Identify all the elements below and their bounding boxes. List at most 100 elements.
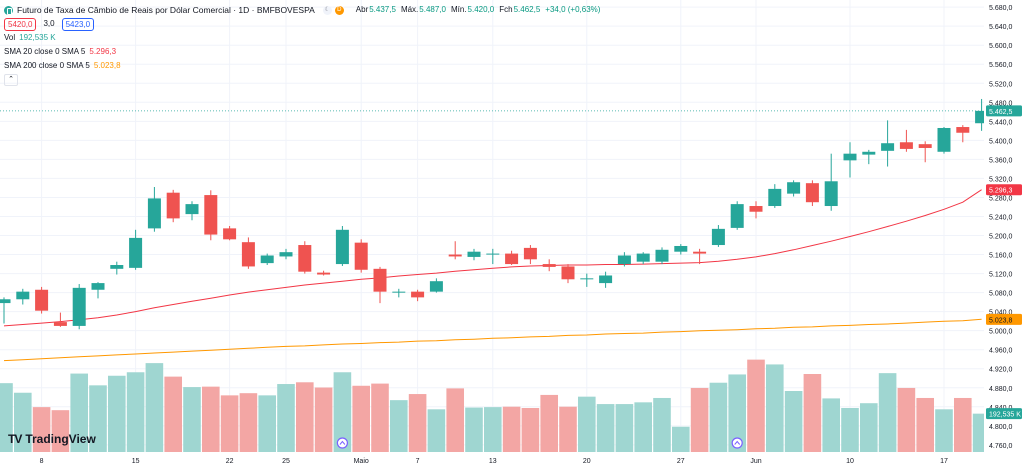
sma200-legend[interactable]: SMA 200 close 0 SMA 5 5.023,8 [4,59,605,73]
volume-bar [32,407,51,452]
candle-body [298,245,312,272]
sma200-value: 5.023,8 [93,61,121,70]
sma200-line [3,318,982,362]
price-tick-label: 5.640,0 [989,24,1012,31]
sma20-value: 5.296,3 [89,47,117,56]
price-tick-label: 5.200,0 [989,234,1012,241]
candle-body [354,242,368,270]
tradingview-mark-icon: TV [8,432,22,446]
sma20-line [3,189,982,327]
candle-body [711,228,725,246]
volume-bar [145,363,164,452]
candle-body [918,144,932,148]
sma200-badge: 5.023,8 [989,317,1012,324]
volume-bar [559,406,577,452]
high-value: 5.487,0 [419,5,446,14]
sma20-label: SMA 20 close 0 SMA 5 [4,47,86,56]
time-tick-label: Maio [354,458,369,465]
price-tick-label: 5.680,0 [989,5,1012,12]
chevron-up-icon[interactable]: ⌃ [4,74,18,86]
price-axis-bg [984,0,1024,469]
time-tick-label: 10 [846,458,854,465]
price-tick-label: 4.880,0 [989,386,1012,393]
tradingview-logo-text: TradingView [25,432,96,446]
volume-bar [728,374,746,452]
last-price-badge-bg [986,105,1022,117]
price-tick-label: 5.280,0 [989,195,1012,202]
volume-bar [766,364,784,452]
candle-body [674,245,688,252]
candle-body [655,249,669,262]
volume-bar [164,376,182,452]
candle-body [599,275,613,284]
event-marker-icon [336,437,348,449]
volume-bar [596,404,615,452]
price-tick-label: 4.960,0 [989,348,1012,355]
volume-bar [672,426,690,452]
time-tick-label: 8 [40,458,44,465]
price-tick-label: 5.320,0 [989,176,1012,183]
moon-icon[interactable]: ☾ [322,5,332,15]
candle-body [166,192,180,219]
candle-body [373,268,387,292]
volume-bar [935,409,953,452]
sma20-legend[interactable]: SMA 20 close 0 SMA 5 5.296,3 [4,45,605,59]
symbol-title[interactable]: Futuro de Taxa de Câmbio de Reais por Dó… [17,5,315,15]
volume-bar [70,373,88,452]
buy-button[interactable]: 5423,0 [61,17,95,31]
volume-bar [878,373,897,452]
price-tick-label: 5.600,0 [989,43,1012,50]
volume-bar [578,396,596,452]
candle-body [843,153,857,161]
volume-bar [860,403,878,452]
volume-bar [653,397,671,452]
candle-body [561,266,575,280]
event-marker-arrow [339,440,346,445]
volume-legend[interactable]: Vol 192,535 K [4,31,605,45]
sell-button[interactable]: 5420,0 [4,17,37,31]
candle-body [110,265,124,269]
volume-bar [615,404,634,452]
open-label: Abr [355,5,369,14]
time-tick-label: 20 [583,458,591,465]
candle-body [35,289,49,311]
sma200-badge-bg [986,313,1022,325]
candle-body [317,272,331,275]
candle-body [636,253,650,262]
candle-body [580,278,594,280]
time-tick-label: 7 [416,458,420,465]
volume-bar [220,395,239,452]
volume-bar [427,409,446,452]
volume-bar [897,387,916,452]
event-marker-arrow [734,440,741,445]
delayed-badge[interactable]: D [334,5,344,15]
price-tick-label: 5.400,0 [989,138,1012,145]
candle-body [16,291,30,300]
volume-bar [954,397,972,452]
time-axis-bg [0,452,1024,469]
candle-body [899,142,913,149]
candle-body [956,127,970,133]
volume-bar [446,388,464,452]
volume-bar [408,394,427,452]
last-price-badge: 5.462,5 [989,109,1012,116]
candle-body [91,283,105,290]
volume-bar [484,407,502,452]
candle-body [279,252,293,257]
candle-body [805,183,819,203]
price-tick-label: 5.160,0 [989,253,1012,260]
symbol-icon[interactable] [4,5,13,15]
volume-bar [277,384,295,452]
candle-body [824,181,838,207]
volume-bar [0,383,13,452]
candle-body [523,247,537,260]
volume-bar [202,386,220,452]
tradingview-logo[interactable]: TV TradingView [8,432,96,446]
price-tick-label: 5.000,0 [989,329,1012,336]
time-axis[interactable]: 8 15 22 25 Maio 7 13 20 27 Jun 10 17 [0,437,1024,469]
close-value: 5.462,5 [513,5,541,14]
price-axis[interactable]: 4.760,04.800,04.840,04.880,04.920,04.960… [984,0,1024,469]
candle-body [260,255,274,264]
price-tick-label: 4.800,0 [989,424,1012,431]
